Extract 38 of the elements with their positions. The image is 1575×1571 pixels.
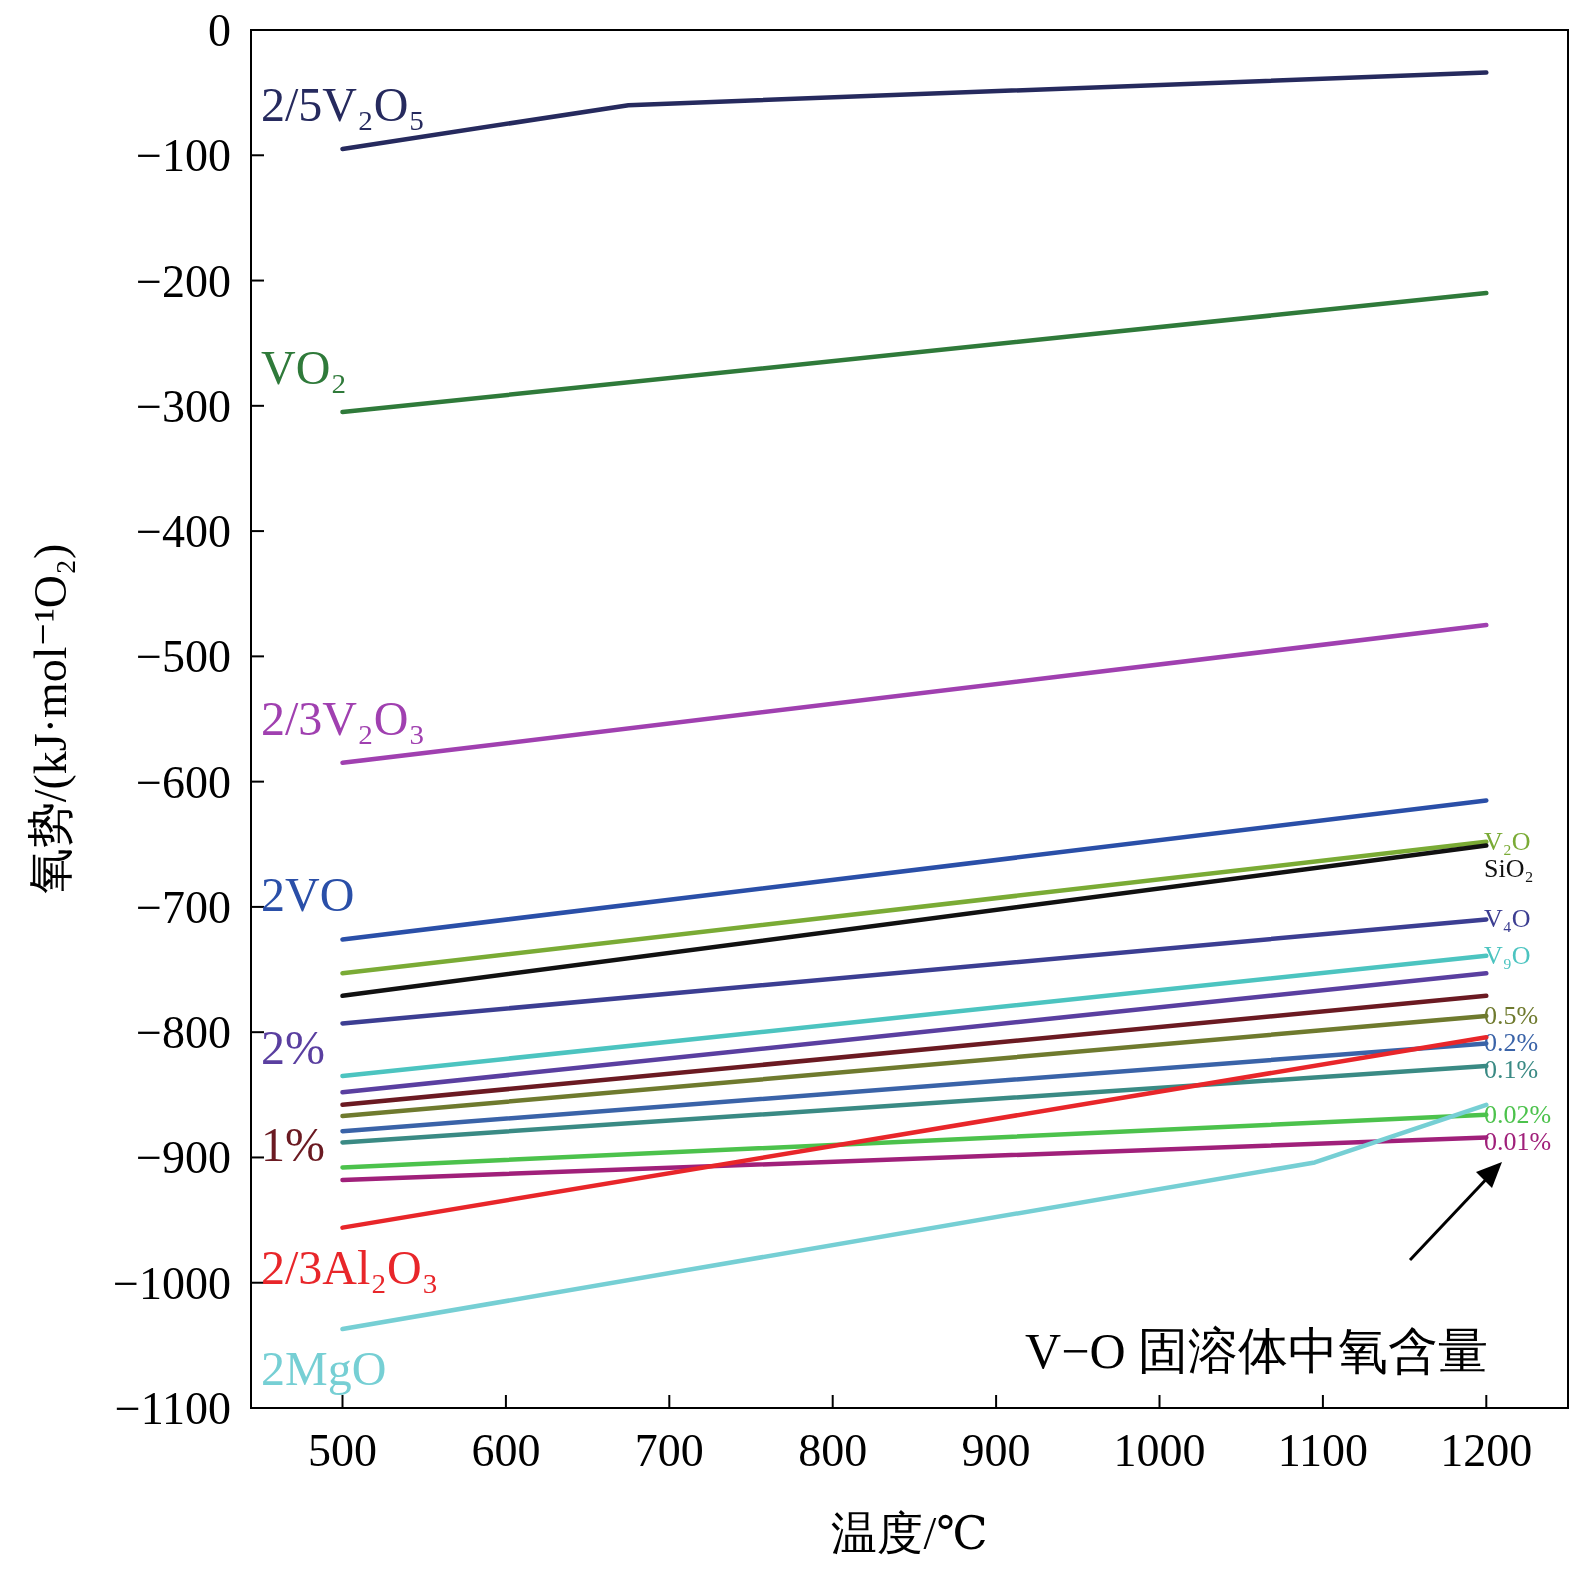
series-label: V₄O [1484, 904, 1531, 934]
series-label: 0.02% [1484, 1099, 1552, 1129]
series-label: V₂O [1484, 826, 1531, 856]
x-tick-label: 1000 [1113, 1425, 1206, 1476]
y-tick-label: −900 [136, 1132, 231, 1184]
series-label: 1% [261, 1117, 325, 1171]
series-label: VO₂ [261, 341, 348, 395]
x-tick-label: 1100 [1277, 1425, 1369, 1476]
series-label: 2/5V₂O₅ [261, 78, 426, 132]
y-tick-label: 0 [208, 5, 231, 56]
y-axis-title: 氧势/(kJ·mol⁻¹O₂) [25, 543, 76, 895]
y-tick-label: −200 [136, 255, 231, 307]
series-label: 2MgO [261, 1342, 387, 1396]
y-tick-label: −1100 [114, 1383, 231, 1434]
x-tick-label: 500 [308, 1425, 377, 1476]
series-label: 0.5% [1484, 1000, 1539, 1030]
y-tick-label: −100 [136, 130, 231, 182]
series-label: V₉O [1484, 940, 1531, 970]
series-label: 2/3Al₂O₃ [261, 1240, 439, 1294]
y-tick-label: −600 [136, 756, 231, 808]
x-tick-label: 700 [634, 1425, 704, 1476]
series-label: 2% [261, 1021, 325, 1075]
series-label: 2VO [261, 868, 355, 922]
series-label: 2/3V₂O₃ [261, 691, 426, 745]
annotation: V−O 固溶体中氧含量 [1025, 1323, 1488, 1379]
x-tick-label: 800 [798, 1425, 868, 1476]
y-tick-label: −300 [136, 380, 231, 432]
y-tick-label: −500 [136, 631, 231, 683]
y-tick-label: −700 [136, 881, 231, 933]
x-tick-label: 600 [471, 1425, 541, 1476]
y-tick-label: −1000 [113, 1257, 231, 1309]
y-tick-label: −800 [136, 1007, 231, 1059]
x-tick-label: 900 [961, 1425, 1031, 1476]
series-label: 0.01% [1484, 1126, 1552, 1156]
series-label: 0.1% [1484, 1055, 1539, 1085]
x-tick-label: 1200 [1440, 1425, 1533, 1476]
y-tick-label: −400 [136, 506, 231, 558]
x-axis-title: 温度/℃ [831, 1508, 988, 1559]
